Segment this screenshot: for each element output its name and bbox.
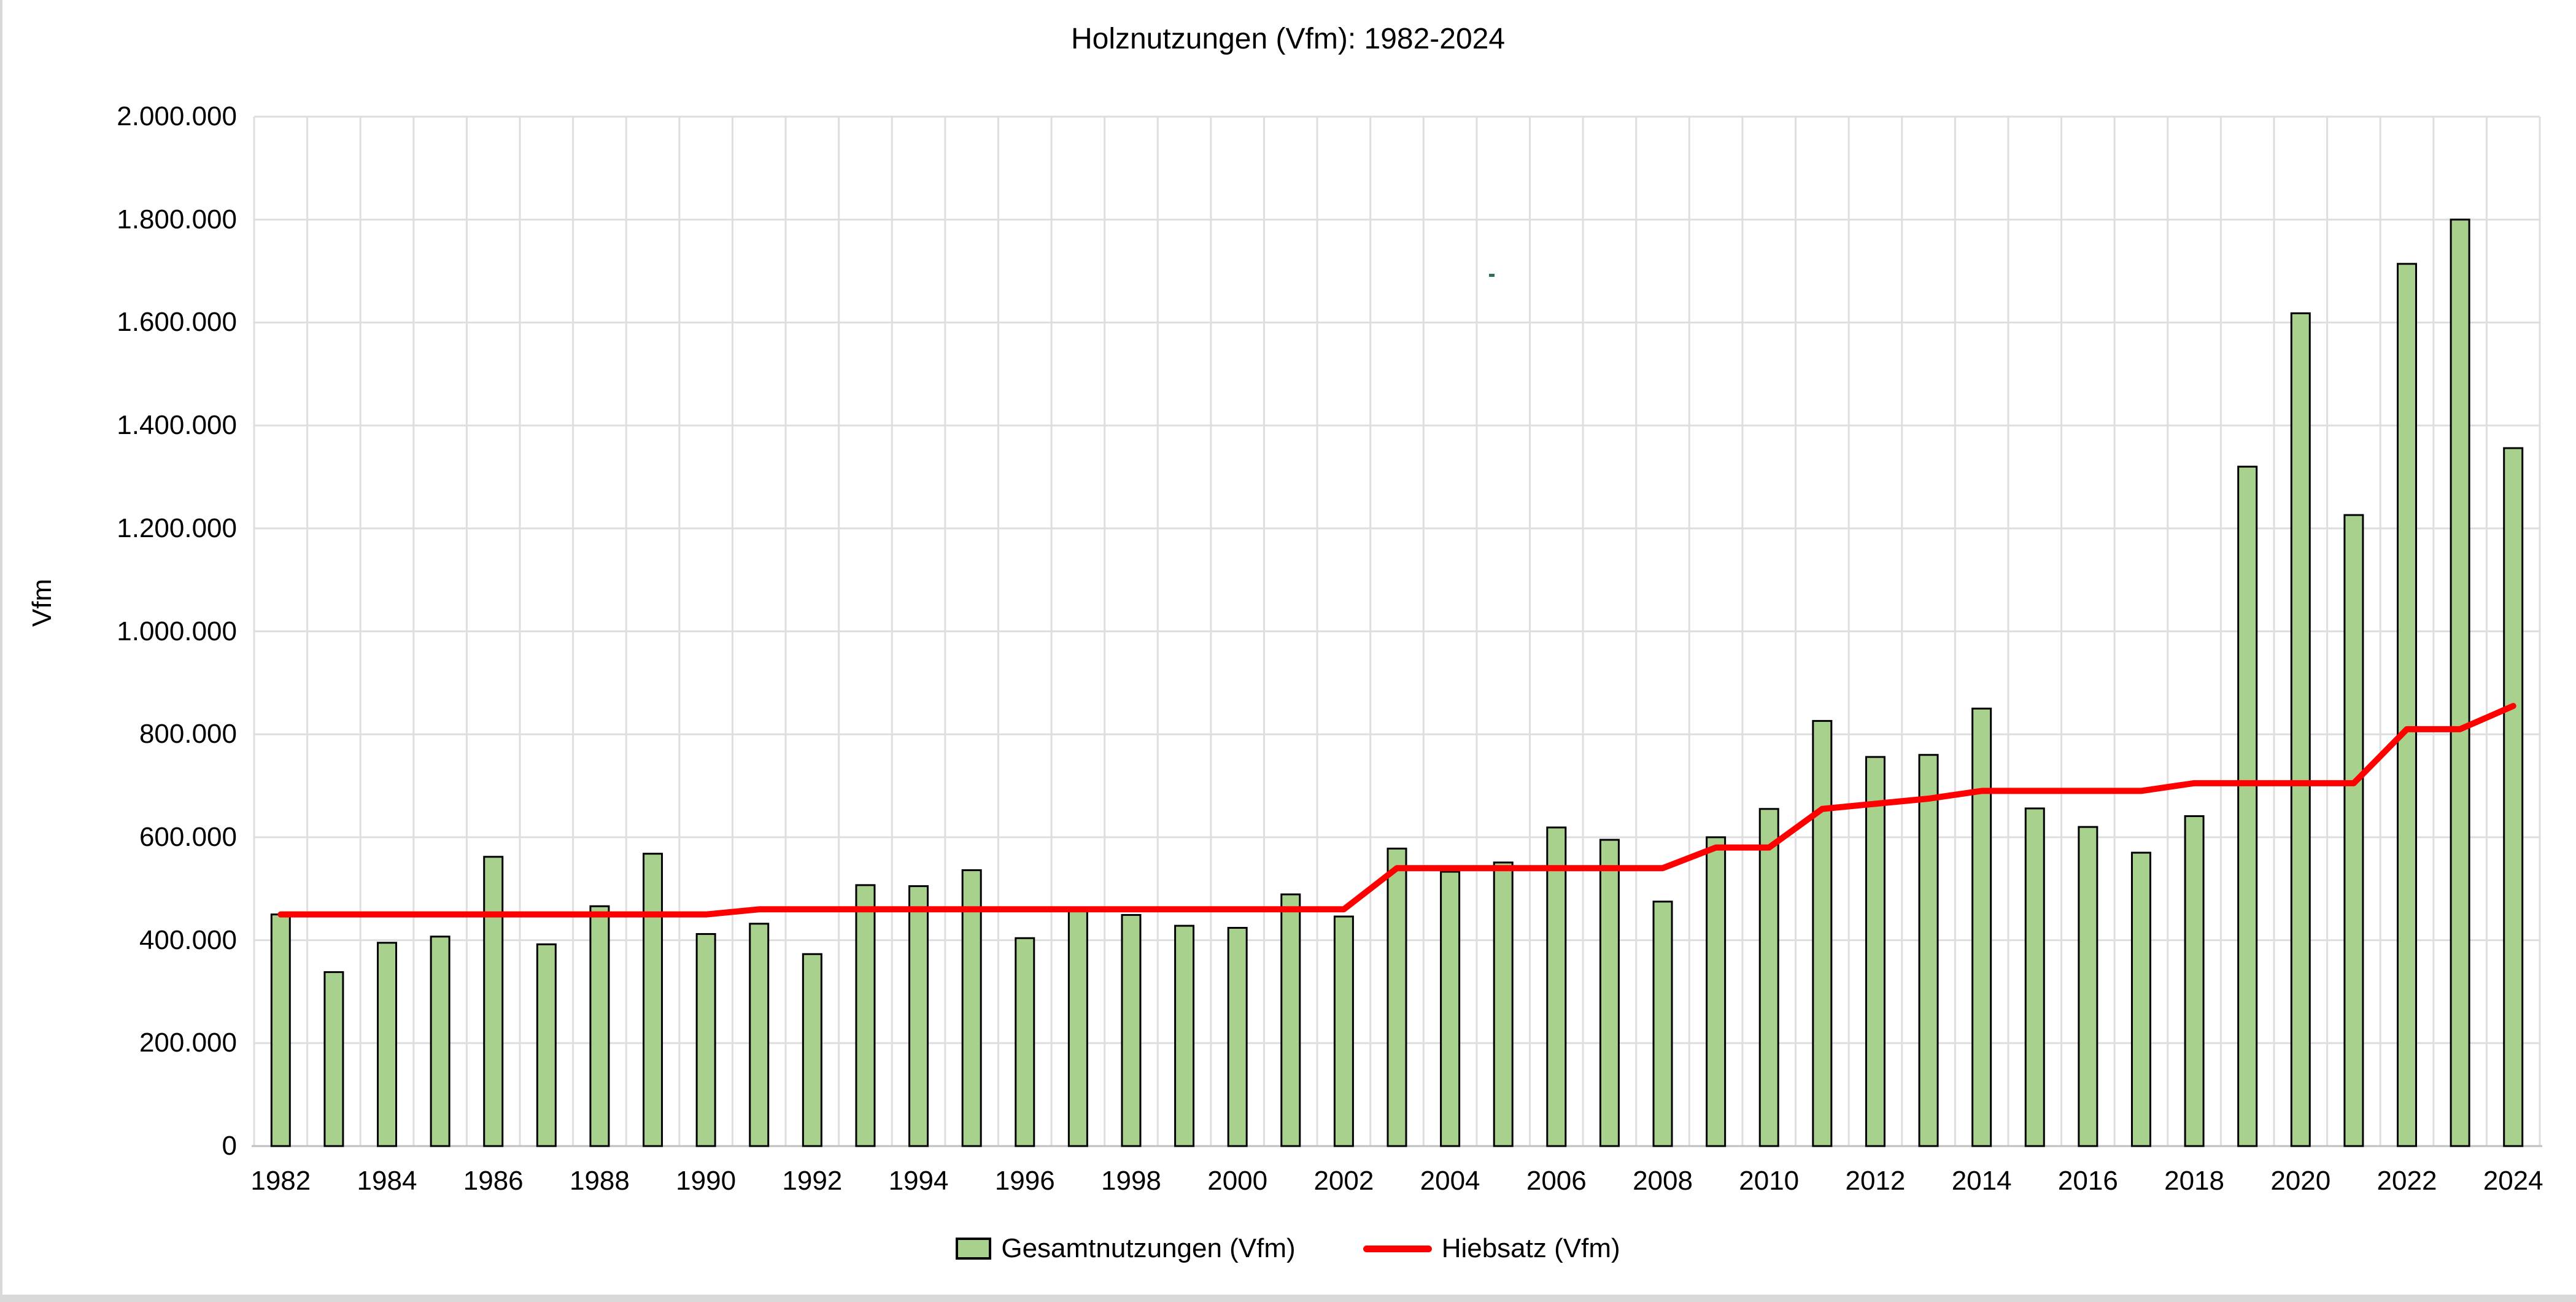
x-tick-2010: 2010 — [1739, 1166, 1800, 1196]
bar-2019 — [2237, 465, 2258, 1147]
bar-1995 — [961, 869, 982, 1147]
window-edge-left — [0, 0, 2, 1302]
bar-2013 — [1918, 754, 1939, 1147]
y-tick-600.000: 600.000 — [139, 821, 237, 852]
x-tick-1988: 1988 — [569, 1166, 630, 1196]
x-tick-2024: 2024 — [2483, 1166, 2543, 1196]
bar-1994 — [908, 885, 929, 1147]
stray-artifact-mark — [1489, 274, 1495, 277]
x-tick-1990: 1990 — [676, 1166, 737, 1196]
bar-1982 — [270, 913, 291, 1147]
bar-2021 — [2343, 514, 2364, 1147]
legend-label-hiebsatz: Hiebsatz (Vfm) — [1441, 1233, 1620, 1263]
bar-2011 — [1812, 719, 1833, 1147]
x-tick-2022: 2022 — [2377, 1166, 2437, 1196]
bar-1989 — [643, 853, 663, 1147]
bar-2007 — [1599, 839, 1620, 1147]
x-tick-1984: 1984 — [357, 1166, 417, 1196]
x-tick-2002: 2002 — [1313, 1166, 1374, 1196]
x-tick-1982: 1982 — [250, 1166, 311, 1196]
hiebsatz-line — [277, 703, 2516, 918]
bar-2012 — [1865, 756, 1886, 1147]
y-tick-1.000.000: 1.000.000 — [117, 616, 237, 646]
bar-2015 — [2024, 807, 2045, 1147]
y-tick-1.400.000: 1.400.000 — [117, 410, 237, 441]
bar-1988 — [589, 905, 610, 1147]
bar-1985 — [430, 936, 451, 1147]
x-tick-1998: 1998 — [1101, 1166, 1161, 1196]
bar-1996 — [1015, 937, 1035, 1147]
bar-1992 — [802, 953, 822, 1147]
bar-2020 — [2290, 312, 2311, 1147]
chart-title: Holznutzungen (Vfm): 1982-2024 — [1070, 23, 1506, 55]
bar-series-swatch-icon — [956, 1238, 992, 1260]
legend-item-hiebsatz: Hiebsatz (Vfm) — [1363, 1233, 1620, 1265]
bar-2006 — [1546, 826, 1567, 1147]
x-tick-1996: 1996 — [994, 1166, 1055, 1196]
bar-1991 — [749, 923, 770, 1147]
x-tick-2016: 2016 — [2057, 1166, 2118, 1196]
bar-2002 — [1333, 915, 1354, 1147]
bar-1986 — [483, 856, 504, 1147]
x-tick-1994: 1994 — [888, 1166, 949, 1196]
y-tick-0: 0 — [222, 1131, 237, 1161]
x-tick-1986: 1986 — [463, 1166, 524, 1196]
bar-2008 — [1652, 901, 1673, 1147]
bar-2001 — [1280, 893, 1301, 1147]
bar-2017 — [2130, 851, 2151, 1147]
bar-1999 — [1174, 924, 1195, 1147]
bar-2024 — [2503, 447, 2524, 1147]
x-tick-2000: 2000 — [1207, 1166, 1268, 1196]
window-edge-bottom — [0, 1295, 2576, 1302]
chart-legend: Gesamtnutzungen (Vfm) Hiebsatz (Vfm) — [0, 1233, 2576, 1265]
bar-1987 — [536, 943, 557, 1147]
bar-2000 — [1227, 926, 1248, 1147]
x-tick-2020: 2020 — [2270, 1166, 2331, 1196]
y-tick-200.000: 200.000 — [139, 1028, 237, 1058]
bar-1990 — [695, 933, 716, 1147]
bar-1983 — [323, 971, 344, 1147]
y-tick-400.000: 400.000 — [139, 924, 237, 955]
bar-1998 — [1121, 914, 1142, 1147]
bar-2010 — [1758, 808, 1779, 1147]
bar-1984 — [377, 942, 398, 1147]
bar-1997 — [1067, 909, 1088, 1147]
x-tick-2012: 2012 — [1845, 1166, 1906, 1196]
bar-2005 — [1493, 861, 1514, 1147]
y-tick-1.200.000: 1.200.000 — [117, 513, 237, 543]
y-tick-1.800.000: 1.800.000 — [117, 204, 237, 234]
legend-item-gesamtnutzungen: Gesamtnutzungen (Vfm) — [956, 1233, 1296, 1265]
bar-2009 — [1706, 836, 1727, 1147]
bar-2018 — [2184, 815, 2205, 1147]
y-tick-1.600.000: 1.600.000 — [117, 307, 237, 338]
bar-2014 — [1971, 707, 1992, 1147]
x-tick-2008: 2008 — [1633, 1166, 1693, 1196]
y-tick-800.000: 800.000 — [139, 719, 237, 750]
x-tick-2004: 2004 — [1420, 1166, 1480, 1196]
x-tick-1992: 1992 — [782, 1166, 843, 1196]
bar-2004 — [1440, 870, 1461, 1147]
bar-2016 — [2078, 826, 2098, 1147]
line-series-swatch-icon — [1363, 1245, 1432, 1252]
bar-1993 — [855, 884, 876, 1147]
bar-2023 — [2450, 219, 2470, 1147]
legend-label-gesamtnutzungen: Gesamtnutzungen (Vfm) — [1001, 1233, 1296, 1263]
bar-2003 — [1387, 847, 1407, 1147]
x-tick-2006: 2006 — [1526, 1166, 1587, 1196]
bar-2022 — [2396, 263, 2417, 1147]
x-tick-2018: 2018 — [2164, 1166, 2224, 1196]
y-tick-2.000.000: 2.000.000 — [117, 101, 237, 131]
x-tick-2014: 2014 — [1951, 1166, 2012, 1196]
